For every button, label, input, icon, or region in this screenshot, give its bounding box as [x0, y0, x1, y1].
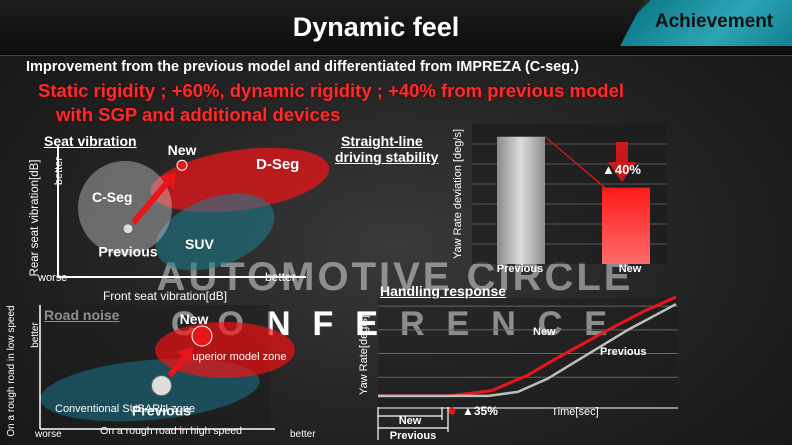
achievement-badge: Achievement [620, 0, 792, 46]
seat-y-axis-label: Rear seat vibration[dB] [29, 160, 41, 277]
series-new-label: New [533, 326, 556, 338]
straight-line-title-text: Straight-line driving stability [335, 133, 438, 165]
achievement-badge-label: Achievement [654, 11, 774, 32]
point-new [191, 325, 213, 347]
seat-vibration-title: Seat vibration [44, 133, 137, 149]
straight-line-title-1: Straight-line driving stability [335, 133, 438, 165]
superior-zone [155, 322, 295, 378]
series-previous-label: Previous [600, 346, 646, 358]
road-x-low-label: worse [34, 429, 62, 440]
conventional-zone-label: Conventional SUBARU zone [55, 403, 195, 415]
road-x-axis-label: On a rough road in high speed [100, 425, 242, 437]
seat-x-high-label: better [265, 270, 296, 284]
highlight-line-2: with SGP and additional devices [56, 104, 341, 125]
d-seg-region [150, 147, 330, 213]
straight-line-title-part1: Straight-line [341, 133, 423, 149]
delay-previous-label: Previous [390, 430, 436, 442]
page-title: Dynamic feel [292, 12, 460, 42]
seat-x-axis-label: Front seat vibration[dB] [103, 289, 227, 303]
bar-annotation: ▲40% [602, 162, 641, 177]
suv-label: SUV [185, 236, 214, 252]
road-y-axis-label: On a rough road in low speed [6, 305, 17, 436]
improvement-arrow [130, 176, 174, 225]
bar-connector [544, 136, 613, 195]
superior-zone-label: Superior model zone [185, 351, 287, 363]
straight-line-title-part2: driving stability [335, 149, 439, 165]
point-new [176, 159, 188, 171]
subtitle: Improvement from the previous model and … [26, 59, 579, 75]
bar-new [602, 187, 650, 264]
c-seg-region [78, 161, 172, 255]
bar-cat-new: New [619, 263, 642, 275]
point-new-label: New [168, 142, 197, 158]
handling-chart: New Previous Yaw Rate[deg/s] Time[sec] ▲3… [358, 295, 678, 442]
c-seg-label: C-Seg [92, 189, 132, 205]
response-marker [448, 407, 456, 415]
highlight-line-1: Static rigidity ; +60%, dynamic rigidity… [38, 80, 624, 101]
series-previous-line [378, 302, 677, 398]
point-previous [122, 223, 134, 235]
seat-vibration-chart: D-Seg SUV C-Seg worse better better Rear… [29, 142, 330, 303]
point-new-label: New [180, 311, 209, 327]
road-x-high-label: better [290, 429, 316, 440]
point-previous-label: Previous [132, 403, 191, 419]
handling-y-label: Yaw Rate[deg/s] [358, 315, 370, 395]
point-previous-label: Previous [98, 244, 157, 260]
road-y-high-label: better [30, 322, 41, 348]
bar-previous [497, 136, 545, 264]
handling-plot-area [378, 298, 678, 408]
series-new-line [378, 295, 677, 398]
handling-annotation: ▲35% [462, 404, 498, 418]
straight-line-chart: Yaw Rate deviation [deg/s] Previous New … [452, 124, 667, 275]
improvement-arrow-head [160, 172, 177, 189]
point-previous [151, 375, 172, 397]
handling-title: Handling response [380, 283, 507, 299]
seat-y-high-label: better [53, 157, 65, 185]
seat-x-low-label: worse [37, 272, 67, 284]
handling-x-label: Time[sec] [551, 406, 598, 418]
d-seg-label: D-Seg [256, 156, 299, 173]
road-noise-chart: Superior model zone Conventional SUBARU … [6, 305, 316, 440]
reduction-arrow-head [608, 162, 636, 182]
improvement-arrow-head [177, 346, 194, 364]
suv-region [155, 193, 275, 271]
reduction-arrow [616, 142, 628, 162]
delay-new-label: New [399, 415, 422, 427]
bar-cat-previous: Previous [497, 263, 543, 275]
straight-line-y-label: Yaw Rate deviation [deg/s] [452, 129, 464, 259]
